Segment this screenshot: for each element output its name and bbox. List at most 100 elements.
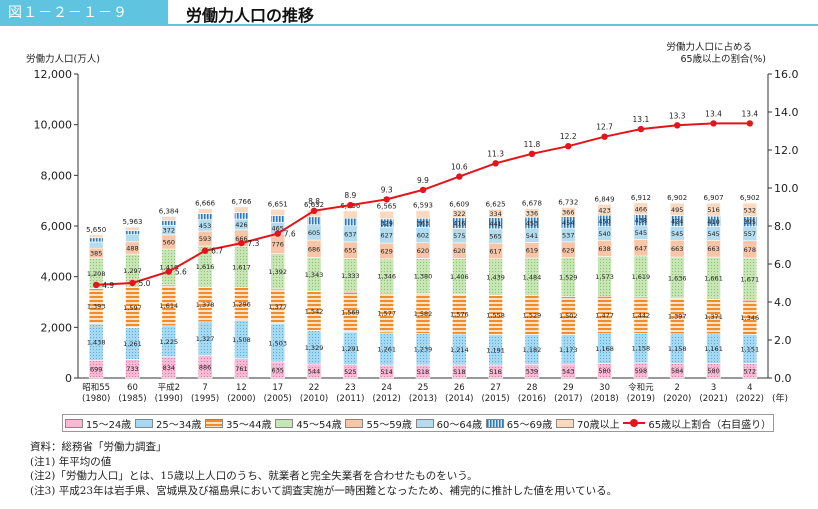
- segment-label: 516: [707, 206, 719, 214]
- source-note: 資料：総務省「労働力調査」: [30, 441, 167, 453]
- x-tick-label: 12: [236, 383, 247, 393]
- share-point: [310, 207, 318, 214]
- total-label: 6,912: [631, 194, 651, 202]
- segment-label: 635: [272, 366, 284, 374]
- total-label: 6,632: [304, 201, 324, 209]
- segment-label: 1,161: [704, 345, 723, 353]
- total-label: 6,384: [159, 207, 180, 215]
- segment-label: 1,558: [486, 312, 505, 320]
- segment-label: 1,158: [668, 345, 687, 353]
- legend-item: 15～24歳: [64, 416, 131, 431]
- x-tick-label: 2: [674, 383, 679, 393]
- segment-label: 602: [417, 232, 429, 240]
- share-label: 9.3: [381, 185, 393, 194]
- segment-label: 1,477: [595, 312, 614, 320]
- x-tick-label: 29: [563, 383, 574, 393]
- segment-label: 605: [308, 229, 320, 237]
- segment-label: 678: [744, 246, 756, 254]
- share-point: [746, 120, 754, 127]
- segment-label: 1,214: [450, 346, 469, 354]
- segment-label: 1,343: [305, 271, 324, 279]
- segment-label: 655: [344, 247, 356, 255]
- bar-segment: [452, 209, 467, 219]
- segment-label: 525: [344, 368, 356, 376]
- segment-label: 627: [380, 232, 392, 240]
- share-point: [92, 281, 100, 289]
- header-rule: [168, 24, 818, 26]
- share-point: [347, 201, 354, 209]
- segment-label: 372: [163, 227, 175, 235]
- x-tick-label: (2012): [373, 394, 401, 404]
- segment-label: 1,439: [486, 274, 505, 282]
- segment-label: 518: [417, 368, 429, 376]
- segment-label: 465: [272, 225, 284, 233]
- segment-label: 663: [707, 245, 719, 253]
- share-label: 8.9: [344, 191, 356, 200]
- segment-label: 886: [199, 363, 211, 371]
- segment-label: 1,393: [87, 303, 106, 311]
- segment-label: 1,158: [632, 345, 651, 353]
- x-tick-label: (2018): [590, 394, 618, 404]
- x-tick-label: (2020): [663, 394, 691, 404]
- segment-label: 1,529: [523, 312, 542, 320]
- legend-item: 25～34歳: [135, 416, 201, 431]
- x-tick-label: 7: [202, 383, 207, 393]
- bar-segment: [270, 215, 286, 223]
- y-tick-label: 0: [65, 372, 72, 385]
- legend-item: 65歳以上割合（右目盛り）: [623, 416, 771, 431]
- segment-label: 1,261: [123, 340, 142, 348]
- segment-label: 1,346: [377, 273, 396, 281]
- segment-label: 541: [526, 232, 538, 240]
- segment-label: 663: [671, 245, 683, 253]
- y2-tick-label: 0.0: [774, 372, 792, 385]
- bar-segment: [597, 204, 612, 216]
- segment-label: 1,225: [159, 338, 178, 346]
- chart-notes: 資料：総務省「労働力調査」 (注1) 年平均の値 (注2)「労働力人口」とは、1…: [30, 440, 617, 498]
- segment-label: 629: [562, 246, 574, 254]
- x-tick-label: (2000): [227, 394, 255, 404]
- x-tick-label: (2014): [445, 394, 473, 404]
- bar-segment: [161, 220, 177, 226]
- x-tick-label: (2021): [699, 394, 727, 404]
- segment-label: 617: [489, 248, 501, 256]
- x-tick-label: 令和元: [628, 382, 654, 393]
- segment-label: 516: [489, 368, 501, 376]
- y-axis-title: 労働力人口(万人): [26, 53, 100, 65]
- segment-label: 1,597: [123, 304, 142, 312]
- segment-label: 575: [453, 232, 465, 240]
- segment-label: 441: [489, 220, 501, 228]
- share-label: 11.3: [487, 149, 504, 158]
- segment-label: 545: [671, 230, 683, 238]
- bar-segment: [343, 217, 358, 227]
- segment-label: 1,191: [486, 346, 505, 354]
- segment-label: 1,261: [377, 346, 396, 354]
- share-point: [528, 150, 536, 157]
- segment-label: 572: [744, 367, 756, 375]
- segment-label: 539: [526, 368, 538, 376]
- share-label: 13.4: [741, 109, 758, 118]
- segment-label: 423: [598, 206, 610, 214]
- segment-label: 1,529: [559, 274, 578, 282]
- share-label: 7.6: [284, 230, 296, 239]
- x-tick-label: (2016): [518, 394, 546, 404]
- segment-label: 466: [635, 205, 647, 213]
- total-label: 5,650: [86, 226, 106, 234]
- bar-segment: [197, 213, 213, 220]
- segment-label: 1,576: [450, 311, 469, 319]
- y-tick-label: 6,000: [41, 220, 73, 233]
- legend-item: 70歳以上: [555, 416, 620, 431]
- segment-label: 598: [635, 367, 647, 375]
- total-label: 6,907: [704, 194, 724, 202]
- segment-label: 1,438: [87, 339, 106, 347]
- segment-label: 1,239: [414, 346, 433, 354]
- segment-label: 1,392: [268, 268, 287, 276]
- x-tick-label: (1980): [82, 394, 110, 404]
- segment-label: 385: [90, 250, 102, 258]
- y2-axis-title: 労働力人口に占める: [666, 41, 752, 53]
- segment-label: 1,173: [559, 346, 578, 354]
- note-3: (注3) 平成23年は岩手県、宮城県及び福島県において調査実施が一時困難となった…: [30, 484, 618, 497]
- segment-label: 666: [235, 235, 247, 243]
- chart-legend: 15～24歳 25～34歳 35～44歳 45～54歳 55～59歳 60～64…: [62, 414, 774, 432]
- segment-label: 336: [526, 209, 538, 217]
- bar-segment: [88, 234, 104, 239]
